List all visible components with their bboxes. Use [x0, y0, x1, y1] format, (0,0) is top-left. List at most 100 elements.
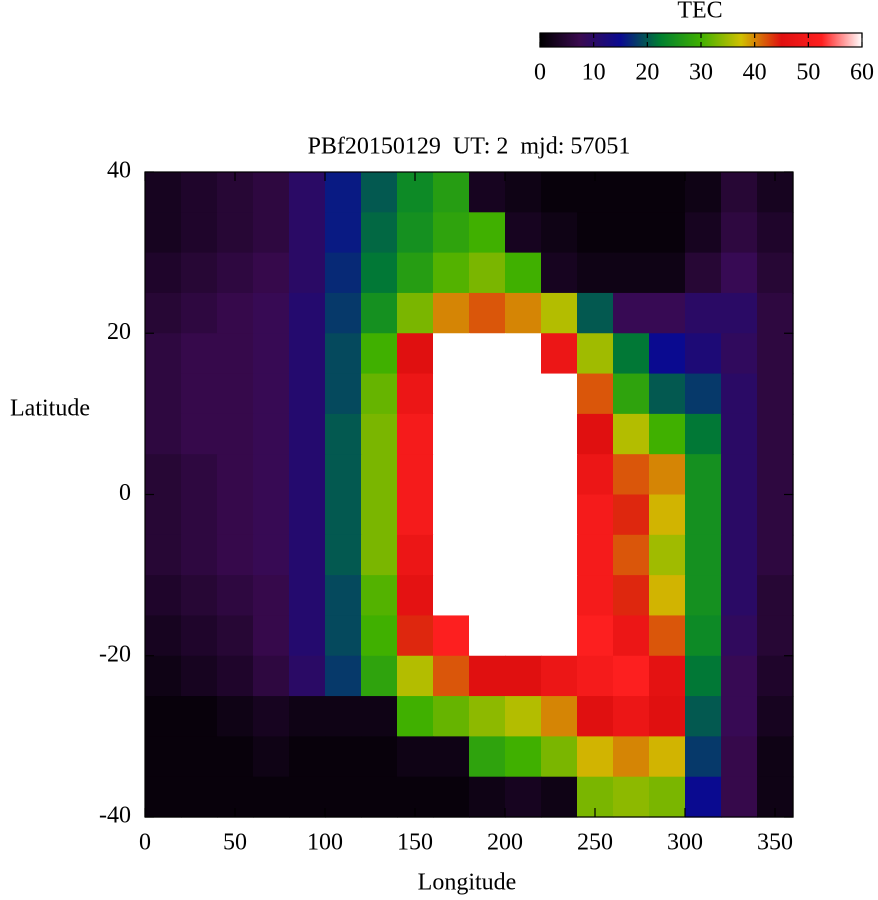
heatmap-cell: [253, 534, 290, 576]
heatmap-cell: [577, 736, 614, 778]
heatmap-cell: [541, 292, 578, 334]
heatmap-cell: [325, 736, 362, 778]
heatmap-cell: [289, 212, 326, 254]
y-tick-label: -20: [99, 641, 131, 667]
heatmap-cell: [289, 333, 326, 375]
heatmap-cell: [289, 454, 326, 496]
heatmap-cell: [505, 534, 542, 576]
heatmap-cell: [433, 292, 470, 334]
heatmap-cell: [505, 615, 542, 657]
heatmap-cell: [685, 172, 722, 213]
heatmap-cell: [613, 736, 650, 778]
heatmap-cell: [325, 696, 362, 737]
heatmap-cell: [433, 333, 470, 375]
heatmap-cell: [757, 494, 794, 536]
heatmap-cell: [145, 736, 182, 778]
heatmap-cell: [253, 172, 290, 213]
heatmap-cell: [649, 494, 686, 536]
colorbar-tick-label: 0: [534, 60, 546, 86]
heatmap-cell: [505, 776, 542, 818]
heatmap-cell: [541, 252, 578, 294]
heatmap-cell: [217, 494, 254, 536]
heatmap-cell: [397, 534, 434, 576]
heatmap-cell: [757, 534, 794, 576]
heatmap-cell: [361, 534, 398, 576]
heatmap-cell: [541, 575, 578, 617]
heatmap-cell: [505, 696, 542, 737]
heatmap-cell: [649, 736, 686, 778]
heatmap-cell: [685, 454, 722, 496]
heatmap-cell: [181, 494, 218, 536]
heatmap-cell: [541, 655, 578, 697]
heatmap-cell: [433, 776, 470, 818]
heatmap-cell: [145, 413, 182, 455]
heatmap-cell: [577, 292, 614, 334]
heatmap-cell: [361, 292, 398, 334]
heatmap-cell: [253, 575, 290, 617]
heatmap-cell: [577, 655, 614, 697]
heatmap-cell: [217, 534, 254, 576]
heatmap-cell: [361, 615, 398, 657]
heatmap-cell: [685, 655, 722, 697]
heatmap-cell: [181, 655, 218, 697]
heatmap-cell: [757, 615, 794, 657]
x-tick-label: 50: [223, 830, 247, 856]
heatmap-cell: [469, 292, 506, 334]
heatmap-cell: [721, 494, 758, 536]
heatmap-cell: [361, 454, 398, 496]
heatmap-cell: [649, 413, 686, 455]
heatmap-cell: [361, 655, 398, 697]
heatmap-cell: [649, 454, 686, 496]
heatmap-cell: [721, 696, 758, 737]
heatmap-cell: [361, 776, 398, 818]
heatmap-cell: [685, 736, 722, 778]
heatmap-cell: [253, 615, 290, 657]
colorbar-tick-label: 20: [635, 60, 659, 86]
colorbar-tick-label: 50: [796, 60, 820, 86]
heatmap-cell: [361, 575, 398, 617]
heatmap-cell: [217, 454, 254, 496]
heatmap-cell: [361, 373, 398, 415]
heatmap-cell: [397, 252, 434, 294]
heatmap-cell: [361, 212, 398, 254]
chart-title: PBf20150129 UT: 2 mjd: 57051: [308, 134, 631, 160]
heatmap-cell: [325, 252, 362, 294]
x-axis-label: Longitude: [418, 870, 517, 896]
heatmap-cell: [397, 373, 434, 415]
heatmap-cell: [613, 252, 650, 294]
heatmap-cell: [217, 696, 254, 737]
heatmap-cell: [649, 696, 686, 737]
heatmap-cell: [217, 655, 254, 697]
heatmap-cell: [649, 534, 686, 576]
heatmap-cell: [649, 776, 686, 818]
y-axis-label: Latitude: [10, 396, 90, 422]
heatmap-cell: [469, 776, 506, 818]
heatmap-cell: [433, 454, 470, 496]
heatmap-cell: [757, 655, 794, 697]
heatmap-cell: [649, 615, 686, 657]
heatmap-cell: [721, 534, 758, 576]
heatmap-cell: [181, 736, 218, 778]
heatmap-cell: [613, 292, 650, 334]
heatmap-cell: [181, 252, 218, 294]
heatmap-cell: [613, 615, 650, 657]
heatmap-cell: [505, 292, 542, 334]
x-tick-label: 300: [667, 830, 703, 856]
heatmap-cell: [721, 615, 758, 657]
heatmap-cell: [541, 373, 578, 415]
heatmap-cell: [253, 292, 290, 334]
heatmap-cell: [577, 454, 614, 496]
heatmap-cell: [649, 212, 686, 254]
heatmap-cell: [469, 212, 506, 254]
heatmap-cell: [145, 776, 182, 818]
heatmap-cell: [757, 736, 794, 778]
heatmap-cell: [541, 615, 578, 657]
heatmap-cell: [289, 736, 326, 778]
heatmap-cell: [721, 212, 758, 254]
heatmap-cell: [217, 373, 254, 415]
heatmap-cell: [217, 252, 254, 294]
heatmap-cell: [721, 172, 758, 213]
heatmap-cell: [361, 494, 398, 536]
heatmap-cell: [721, 252, 758, 294]
x-tick-label: 150: [397, 830, 433, 856]
